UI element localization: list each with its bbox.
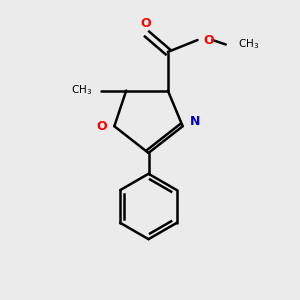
Text: O: O — [96, 120, 107, 133]
Text: N: N — [190, 115, 200, 128]
Text: O: O — [140, 16, 151, 30]
Text: CH$_3$: CH$_3$ — [238, 38, 259, 51]
Text: CH$_3$: CH$_3$ — [71, 84, 92, 98]
Text: O: O — [203, 34, 214, 46]
